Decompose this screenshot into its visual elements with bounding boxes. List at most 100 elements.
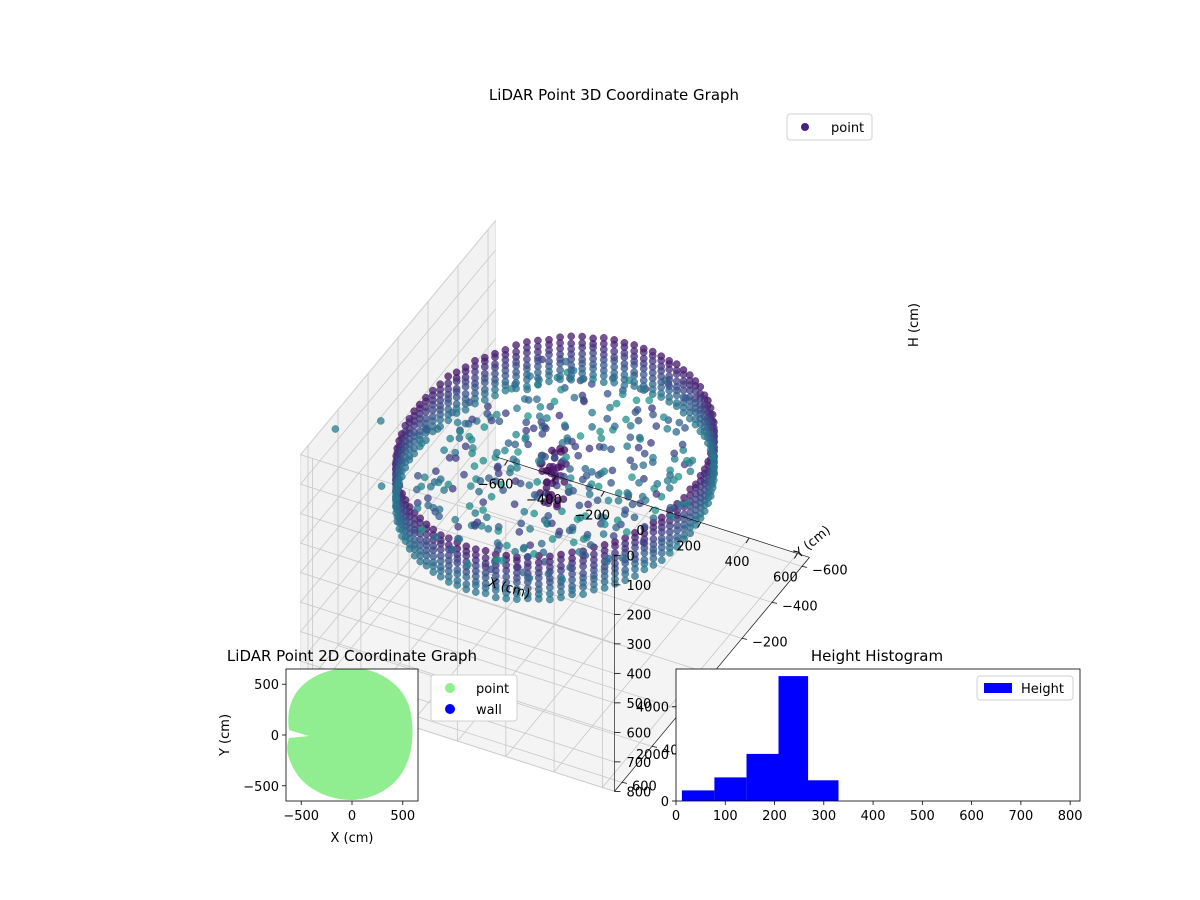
scatter-point-3d bbox=[620, 381, 629, 390]
scatter-point-3d bbox=[613, 516, 622, 525]
tick-label-x-2d: 0 bbox=[348, 809, 356, 824]
scatter-point-3d bbox=[681, 424, 689, 432]
scatter-point-3d bbox=[626, 421, 635, 430]
tick-label-x-hist: 800 bbox=[1058, 809, 1083, 824]
scatter-point-3d bbox=[538, 430, 547, 438]
scatter-point-3d bbox=[579, 562, 587, 571]
scatter-point-3d bbox=[543, 414, 551, 422]
scatter-point-3d bbox=[515, 528, 524, 536]
tick-mark-x-3d bbox=[504, 460, 508, 466]
histogram-bar bbox=[714, 777, 747, 801]
legend-2d: point wall bbox=[430, 674, 518, 722]
histogram-bar bbox=[746, 753, 779, 801]
scatter-point-3d bbox=[431, 533, 440, 542]
scatter-point-3d bbox=[525, 481, 534, 490]
scatter-point-3d bbox=[542, 424, 550, 433]
scatter-point-3d bbox=[503, 541, 511, 550]
scatter-point-3d bbox=[502, 594, 511, 603]
tick-label-z-3d: 600 bbox=[626, 726, 651, 741]
scatter-point-3d bbox=[645, 396, 654, 405]
scatter-point-3d bbox=[660, 413, 668, 422]
grid-line-z bbox=[299, 249, 615, 586]
scatter-point-3d bbox=[541, 452, 549, 461]
scatter-point-3d bbox=[568, 576, 576, 584]
scatter-point-3d bbox=[481, 547, 490, 555]
scatter-point-3d bbox=[638, 492, 647, 501]
scatter-point-3d bbox=[631, 572, 639, 580]
scatter-point-3d bbox=[600, 371, 608, 380]
plot-2d-point-cloud bbox=[287, 669, 413, 800]
scatter-point-3d bbox=[410, 449, 419, 458]
scatter-point-3d bbox=[571, 442, 580, 451]
scatter-point-3d bbox=[630, 361, 639, 369]
scatter-point-3d bbox=[640, 565, 649, 574]
histogram: Height Histogram 0 100 200 300 400 500 600 700 8… bbox=[636, 647, 1083, 824]
scatter-point-3d bbox=[560, 446, 569, 454]
scatter-point-3d bbox=[471, 522, 479, 530]
scatter-point-3d bbox=[524, 440, 532, 449]
scatter-point-3d bbox=[491, 353, 499, 361]
scatter-point-3d bbox=[510, 500, 519, 509]
scatter-point-3d bbox=[575, 501, 584, 510]
scatter-point-3d bbox=[663, 424, 672, 433]
x-axis-label-2d: X (cm) bbox=[331, 831, 374, 846]
scatter-point-3d bbox=[657, 393, 666, 401]
scatter-point-3d bbox=[562, 453, 570, 461]
scatter-point-3d bbox=[611, 580, 619, 588]
scatter-point-3d bbox=[497, 480, 506, 489]
scatter-point-3d bbox=[640, 474, 648, 483]
scatter-point-3d bbox=[519, 568, 527, 577]
tick-label-y-3d: −400 bbox=[782, 599, 818, 614]
scatter-point-3d bbox=[444, 416, 453, 425]
scatter-point-3d bbox=[533, 478, 542, 486]
scatter-point-3d bbox=[559, 472, 568, 481]
tick-label-x-hist: 400 bbox=[861, 809, 886, 824]
grid-line-z bbox=[299, 367, 615, 704]
scatter-point-3d bbox=[558, 439, 567, 447]
scatter-point-3d bbox=[710, 462, 718, 471]
scatter-point-3d bbox=[595, 443, 604, 451]
scatter-point-3d bbox=[649, 528, 658, 536]
histogram-bar bbox=[778, 676, 809, 801]
scatter-point-3d bbox=[453, 418, 462, 427]
scatter-point-3d bbox=[524, 396, 533, 404]
scatter-point-3d bbox=[480, 396, 489, 404]
tick-label-z-3d: 0 bbox=[626, 549, 634, 564]
scatter-point-3d bbox=[493, 539, 502, 547]
scatter-point-3d bbox=[513, 464, 521, 472]
scatter-point-3d bbox=[545, 350, 553, 359]
scatter-point-3d bbox=[511, 547, 519, 556]
scatter-point-3d bbox=[676, 500, 685, 509]
scatter-point-3d bbox=[530, 550, 538, 558]
scatter-point-3d bbox=[665, 365, 674, 374]
scatter-point-3d bbox=[436, 415, 445, 424]
scatter-point-3d bbox=[579, 583, 587, 591]
scatter-point-3d bbox=[395, 525, 404, 533]
tick-mark-y-3d bbox=[621, 781, 628, 784]
scatter-point-3d bbox=[392, 508, 401, 517]
tick-label-z-3d: 800 bbox=[626, 785, 651, 800]
scatter-point-3d bbox=[422, 561, 431, 570]
scatter-point-3d bbox=[710, 469, 719, 478]
scatter-point-3d bbox=[545, 377, 553, 386]
scatter-point-3d bbox=[484, 525, 493, 533]
scatter-point-3d bbox=[706, 446, 715, 454]
scatter-point-3d bbox=[405, 455, 414, 464]
scatter-point-3d bbox=[557, 555, 565, 564]
scatter-point-3d bbox=[501, 386, 510, 395]
tick-label-y-3d: 600 bbox=[632, 779, 657, 794]
scatter-point-3d bbox=[672, 402, 681, 411]
scatter-point-3d bbox=[544, 490, 553, 499]
scatter-point-3d bbox=[619, 390, 627, 399]
scatter-point-3d bbox=[424, 494, 432, 503]
scatter-point-3d bbox=[392, 494, 401, 502]
scatter-point-3d bbox=[581, 551, 590, 560]
scatter-point-3d bbox=[413, 504, 422, 513]
scatter-point-3d bbox=[610, 378, 619, 387]
scatter-point-3d bbox=[453, 581, 462, 589]
scatter-point-3d bbox=[575, 548, 584, 556]
scatter-point-3d bbox=[491, 477, 500, 485]
scatter-point-3d bbox=[455, 434, 464, 442]
scatter-point-3d bbox=[491, 391, 499, 400]
tick-label-x-3d: −200 bbox=[574, 509, 610, 524]
